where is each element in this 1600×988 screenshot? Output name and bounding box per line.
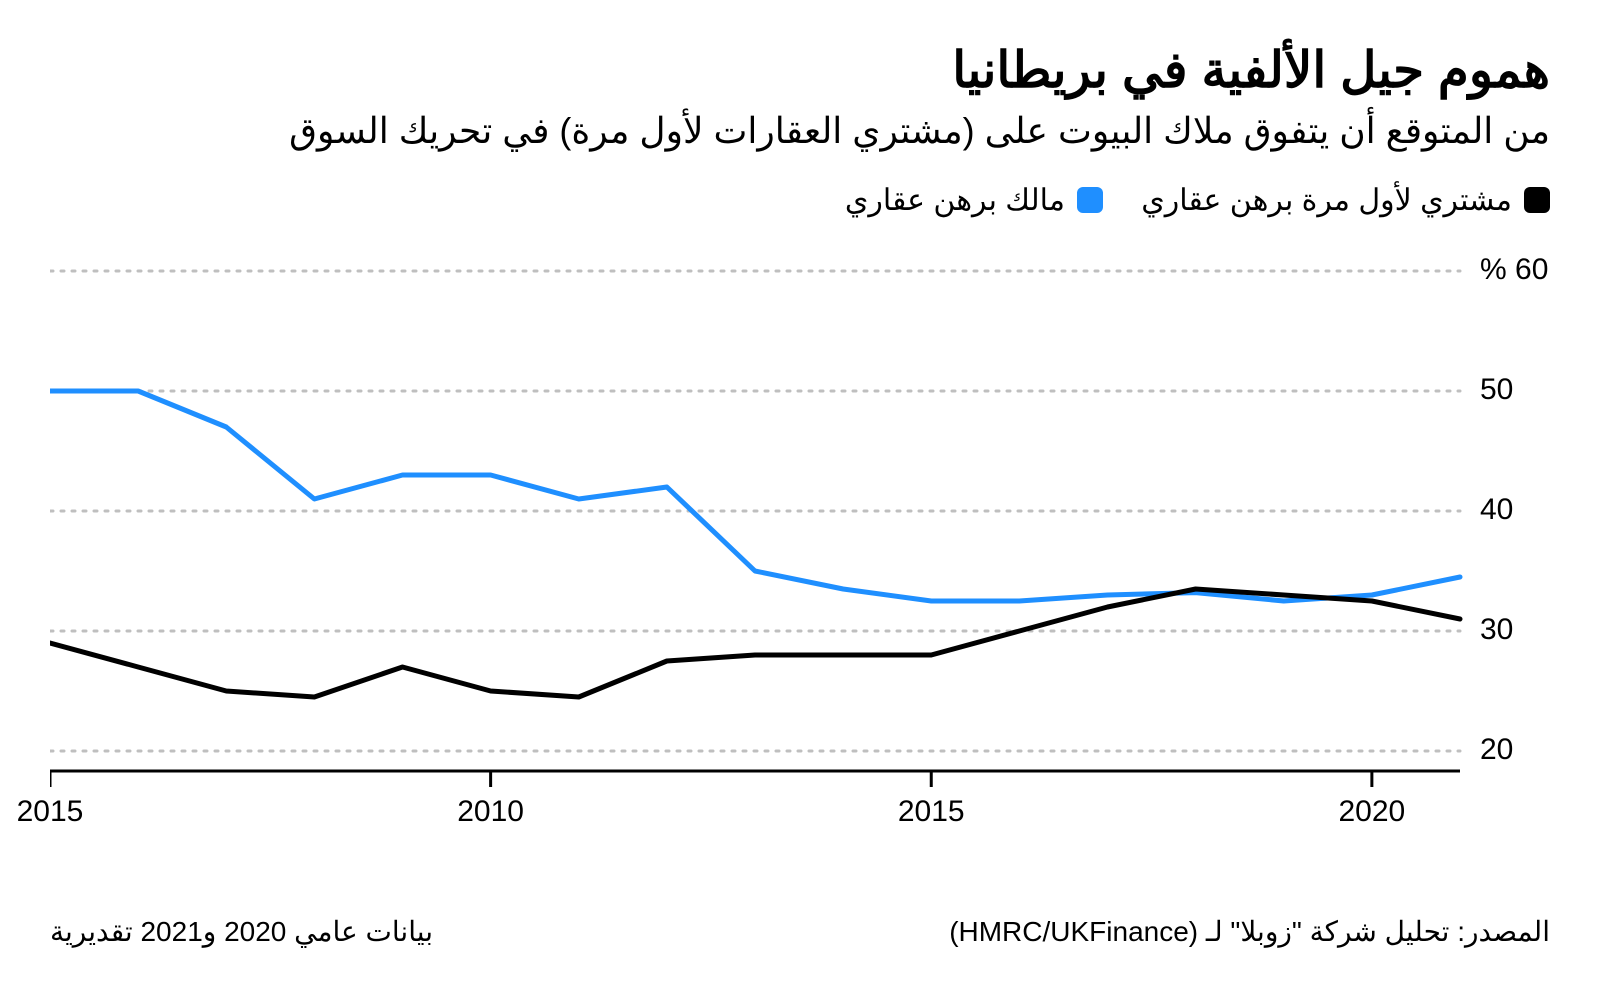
y-tick-label: 40 — [1480, 493, 1513, 527]
chart-footer: المصدر: تحليل شركة "زوبلا" لـ (HMRC/UKFi… — [50, 915, 1550, 948]
chart-area: 20304050% 60 2015201020152020 — [50, 251, 1550, 816]
legend-swatch-first-time — [1524, 187, 1550, 213]
x-tick-label: 2020 — [1339, 795, 1406, 829]
x-tick-label: 2010 — [457, 795, 524, 829]
x-tick-label: 2015 — [17, 795, 84, 829]
legend-label-first-time: مشتري لأول مرة برهن عقاري — [1141, 183, 1512, 218]
chart-title: هموم جيل الألفية في بريطانيا — [50, 40, 1550, 100]
series-line-homeowner — [50, 391, 1460, 601]
legend-item-first-time: مشتري لأول مرة برهن عقاري — [1141, 183, 1550, 218]
y-tick-label: % 60 — [1480, 253, 1548, 287]
legend-label-homeowner: مالك برهن عقاري — [845, 183, 1065, 218]
legend-swatch-homeowner — [1077, 187, 1103, 213]
chart-subtitle: من المتوقع أن يتفوق ملاك البيوت على (مشت… — [50, 108, 1550, 155]
footer-source: المصدر: تحليل شركة "زوبلا" لـ (HMRC/UKFi… — [949, 915, 1550, 948]
legend: مشتري لأول مرة برهن عقاري مالك برهن عقار… — [50, 183, 1550, 222]
footer-note: بيانات عامي 2020 و2021 تقديرية — [50, 915, 433, 948]
y-tick-label: 20 — [1480, 733, 1513, 767]
series-line-first_time — [50, 589, 1460, 697]
x-tick-label: 2015 — [898, 795, 965, 829]
y-tick-label: 50 — [1480, 373, 1513, 407]
chart-container: هموم جيل الألفية في بريطانيا من المتوقع … — [0, 0, 1600, 988]
line-chart-svg — [50, 251, 1550, 811]
legend-item-homeowner: مالك برهن عقاري — [845, 183, 1103, 218]
y-tick-label: 30 — [1480, 613, 1513, 647]
